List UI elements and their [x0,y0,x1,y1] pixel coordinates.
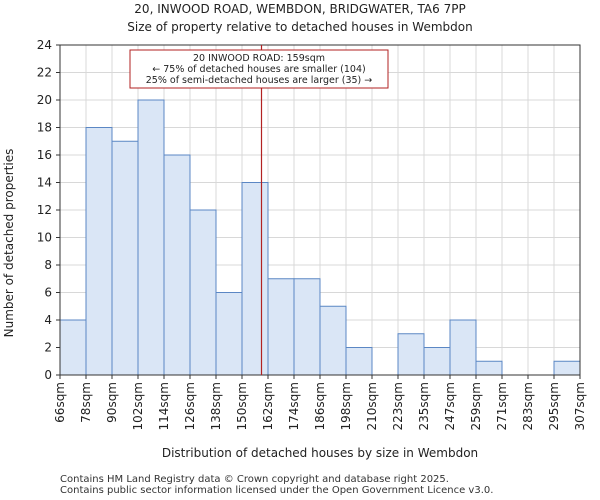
x-tick-label-66sqm: 66sqm [53,382,67,423]
x-tick-label-162sqm: 162sqm [261,382,275,430]
y-tick-label-10: 20 [37,93,52,107]
bar-295sqm [553,360,581,376]
y-tick-label-4: 8 [44,258,52,272]
bar-102sqm [137,99,165,376]
x-tick-label-307sqm: 307sqm [573,382,587,430]
x-tick-label-283sqm: 283sqm [521,382,535,430]
x-tick-label-138sqm: 138sqm [209,382,223,430]
x-tick-label-295sqm: 295sqm [547,382,561,430]
y-tick-label-9: 18 [37,121,52,135]
x-tick-label-210sqm: 210sqm [365,382,379,430]
bar-66sqm [59,319,87,376]
x-tick-label-271sqm: 271sqm [495,382,509,430]
bar-235sqm [423,347,451,376]
plot-frame [59,44,581,376]
bar-90sqm [111,140,139,376]
x-tick-label-150sqm: 150sqm [235,382,249,430]
y-tick-label-3: 6 [44,286,52,300]
chart-title-line1: 20, INWOOD ROAD, WEMBDON, BRIDGWATER, TA… [134,2,465,16]
y-tick-label-5: 10 [37,231,52,245]
bar-259sqm [475,360,503,376]
x-tick-label-259sqm: 259sqm [469,382,483,430]
bar-223sqm [397,333,425,376]
x-tick-label-186sqm: 186sqm [313,382,327,430]
annotation-box [129,49,389,89]
bar-150sqm [241,182,269,376]
bar-78sqm [85,127,113,376]
y-tick-label-8: 16 [37,148,52,162]
x-tick-label-198sqm: 198sqm [339,382,353,430]
y-tick-label-7: 14 [37,176,52,190]
chart-title-line2: Size of property relative to detached ho… [127,20,472,34]
footer-line2: Contains public sector information licen… [60,485,494,496]
x-tick-label-223sqm: 223sqm [391,382,405,430]
bar-174sqm [293,278,321,376]
x-tick-label-235sqm: 235sqm [417,382,431,430]
bar-247sqm [449,319,477,376]
bar-114sqm [163,154,191,376]
annotation-line-3: 25% of semi-detached houses are larger (… [146,75,373,86]
bar-162sqm [267,278,295,376]
bar-198sqm [345,347,373,376]
x-axis: 66sqm 78sqm 90sqm 102sqm 114sqm 126sqm 138sqm 1… [53,44,587,430]
y-tick-label-12: 24 [37,38,52,52]
y-tick-label-1: 2 [44,341,52,355]
bar-138sqm [215,292,243,376]
x-tick-label-90sqm: 90sqm [105,382,119,423]
x-axis-label: Distribution of detached houses by size … [162,446,478,460]
bar-126sqm [189,209,217,376]
annotation-line-2: ← 75% of detached houses are smaller (10… [152,64,365,75]
x-tick-label-126sqm: 126sqm [183,382,197,430]
y-tick-label-0: 0 [44,368,52,382]
annotation-line-1: 20 INWOOD ROAD: 159sqm [193,53,325,64]
y-axis-label: Number of detached properties [2,149,16,338]
x-tick-label-247sqm: 247sqm [443,382,457,430]
y-tick-label-11: 22 [37,66,52,80]
bars [59,99,581,376]
bar-186sqm [319,305,347,376]
x-tick-label-114sqm: 114sqm [157,382,171,430]
x-tick-label-78sqm: 78sqm [79,382,93,423]
y-tick-label-2: 4 [44,313,52,327]
y-tick-label-6: 12 [37,203,52,217]
x-tick-label-102sqm: 102sqm [131,382,145,430]
footer-line1: Contains HM Land Registry data © Crown c… [60,474,449,485]
property-marker: 20 INWOOD ROAD: 159sqm← 75% of detached … [129,45,389,375]
x-tick-label-174sqm: 174sqm [287,382,301,430]
